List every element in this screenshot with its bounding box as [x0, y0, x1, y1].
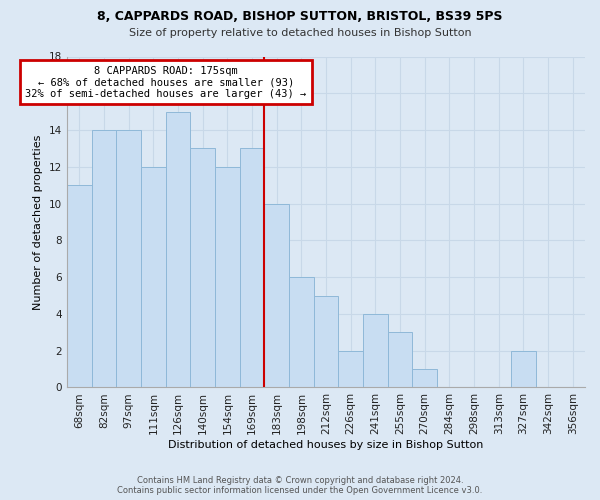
X-axis label: Distribution of detached houses by size in Bishop Sutton: Distribution of detached houses by size … [169, 440, 484, 450]
Bar [412, 369, 437, 388]
Y-axis label: Number of detached properties: Number of detached properties [34, 134, 43, 310]
Bar [265, 204, 289, 388]
Text: 8 CAPPARDS ROAD: 175sqm
← 68% of detached houses are smaller (93)
32% of semi-de: 8 CAPPARDS ROAD: 175sqm ← 68% of detache… [25, 66, 307, 99]
Bar [363, 314, 388, 388]
Bar [289, 277, 314, 388]
Bar [215, 167, 240, 388]
Text: Size of property relative to detached houses in Bishop Sutton: Size of property relative to detached ho… [128, 28, 472, 38]
Bar [92, 130, 116, 388]
Text: Contains HM Land Registry data © Crown copyright and database right 2024.
Contai: Contains HM Land Registry data © Crown c… [118, 476, 482, 495]
Text: 8, CAPPARDS ROAD, BISHOP SUTTON, BRISTOL, BS39 5PS: 8, CAPPARDS ROAD, BISHOP SUTTON, BRISTOL… [97, 10, 503, 23]
Bar [240, 148, 265, 388]
Bar [166, 112, 190, 388]
Bar [314, 296, 338, 388]
Bar [116, 130, 141, 388]
Bar [141, 167, 166, 388]
Bar [67, 185, 92, 388]
Bar [338, 350, 363, 388]
Bar [511, 350, 536, 388]
Bar [190, 148, 215, 388]
Bar [388, 332, 412, 388]
